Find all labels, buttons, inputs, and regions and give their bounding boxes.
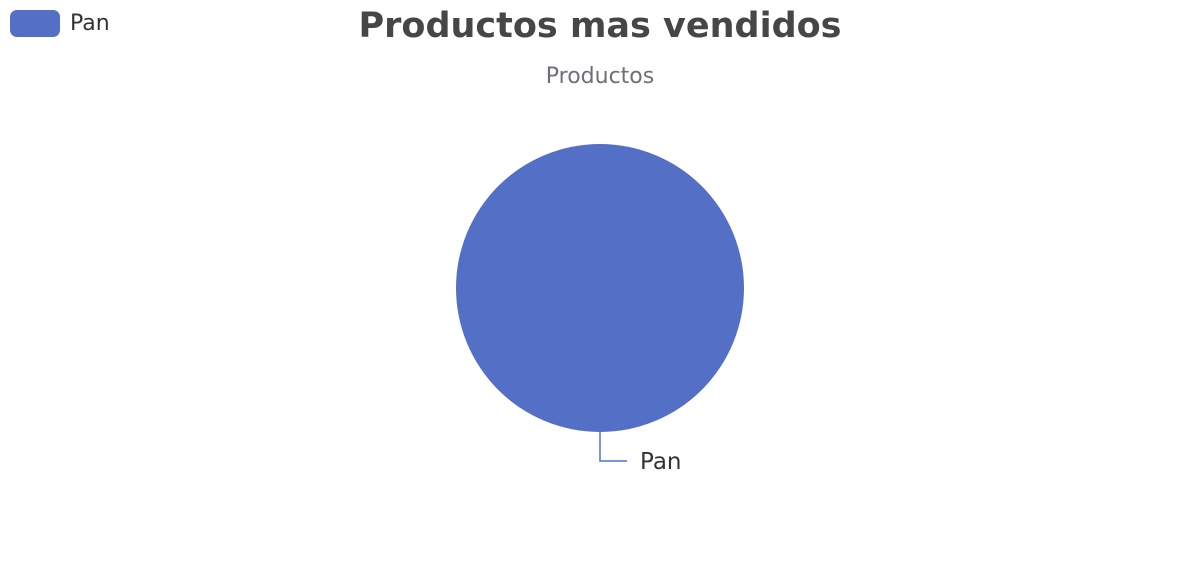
legend-label-pan[interactable]: Pan	[70, 11, 110, 36]
chart-subtitle: Productos	[546, 64, 654, 89]
legend-swatch-pan[interactable]	[10, 10, 60, 37]
legend: Pan	[10, 10, 110, 37]
chart-title: Productos mas vendidos	[358, 6, 841, 46]
pie-slices	[456, 144, 744, 432]
label-line-pan	[599, 432, 627, 462]
pie-label-pan: Pan	[640, 449, 682, 475]
pie-slice-pan[interactable]	[456, 144, 744, 432]
pie-labels: Pan	[599, 432, 682, 475]
